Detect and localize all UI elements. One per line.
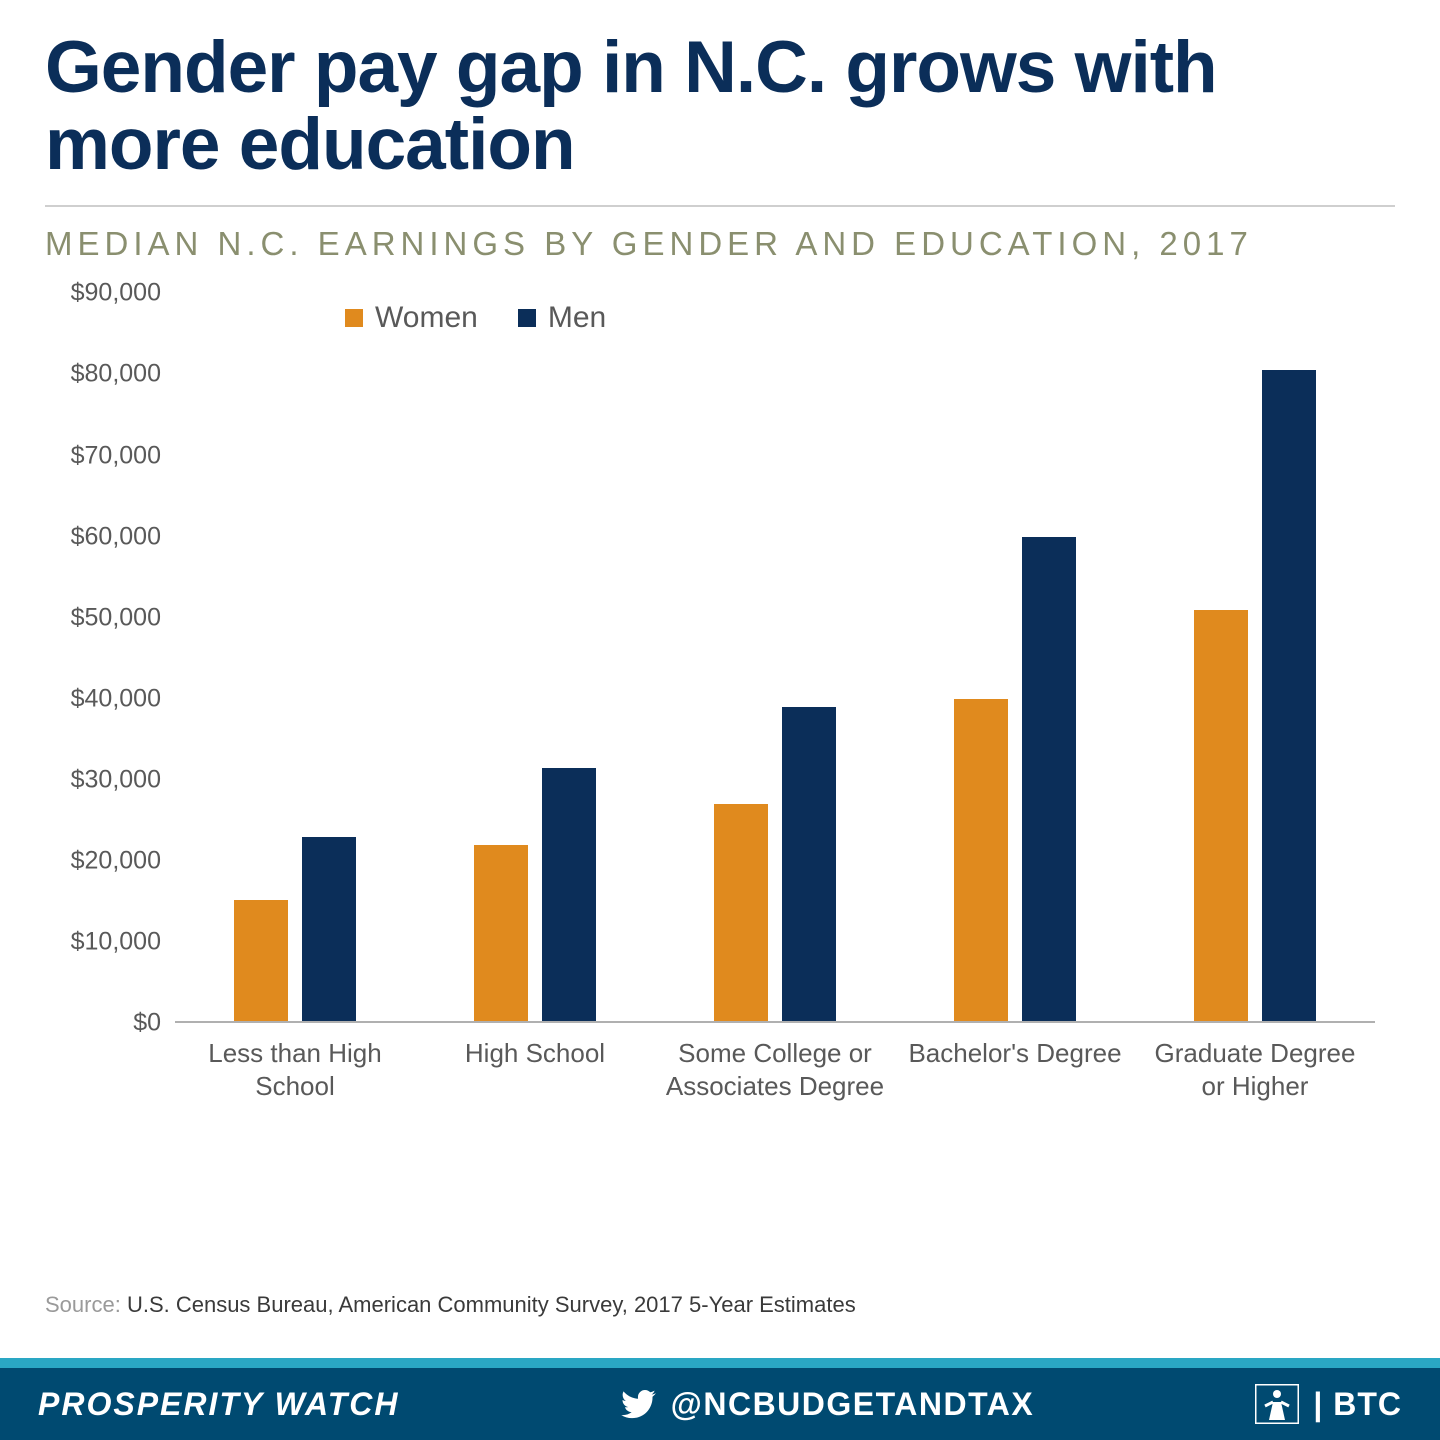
- y-tick-label: $10,000: [71, 928, 161, 957]
- legend-swatch: [345, 309, 363, 327]
- y-tick-label: $20,000: [71, 847, 161, 876]
- bar: [1194, 610, 1248, 1024]
- bar-group: [1135, 293, 1375, 1023]
- btc-logo-icon: [1255, 1384, 1299, 1424]
- x-tick-label: Some College or Associates Degree: [655, 1023, 895, 1102]
- bar-group: [895, 293, 1135, 1023]
- footer-bar: PROSPERITY WATCH @NCBUDGETANDTAX | BTC: [0, 1358, 1440, 1440]
- footer-brand: PROSPERITY WATCH: [38, 1386, 400, 1423]
- y-tick-label: $30,000: [71, 765, 161, 794]
- bar: [1022, 537, 1076, 1024]
- x-tick-label: Less than High School: [175, 1023, 415, 1102]
- x-tick-label: Bachelor's Degree: [895, 1023, 1135, 1102]
- bar: [302, 837, 356, 1024]
- source-line: Source: U.S. Census Bureau, American Com…: [45, 1292, 1395, 1318]
- y-tick-label: $60,000: [71, 522, 161, 551]
- bar: [1262, 370, 1316, 1023]
- y-tick-label: $80,000: [71, 360, 161, 389]
- footer-logo-text: | BTC: [1313, 1386, 1402, 1423]
- x-axis-labels: Less than High SchoolHigh SchoolSome Col…: [175, 1023, 1375, 1102]
- legend-item: Men: [518, 301, 606, 335]
- bar-chart: $0$10,000$20,000$30,000$40,000$50,000$60…: [55, 293, 1385, 1023]
- y-tick-label: $70,000: [71, 441, 161, 470]
- legend: Women Men: [345, 301, 606, 335]
- bar: [782, 707, 836, 1023]
- bar: [474, 845, 528, 1023]
- x-tick-label: High School: [415, 1023, 655, 1102]
- y-tick-label: $90,000: [71, 279, 161, 308]
- legend-swatch: [518, 309, 536, 327]
- chart-container: $0 $10,000 $20,000 $30,000 $40,000 $50,000 $60…: [55, 293, 1385, 1202]
- legend-item: Women: [345, 301, 478, 335]
- footer-handle: @NCBUDGETANDTAX: [621, 1386, 1035, 1423]
- bar-group: [655, 293, 895, 1023]
- bar: [542, 768, 596, 1024]
- bar-group: [175, 293, 415, 1023]
- y-tick-label: $50,000: [71, 603, 161, 632]
- twitter-icon: [621, 1386, 657, 1422]
- subtitle: MEDIAN N.C. EARNINGS BY GENDER AND EDUCA…: [45, 225, 1395, 263]
- y-tick-label: $0: [133, 1009, 161, 1038]
- bar-groups: [175, 293, 1375, 1023]
- bar: [234, 900, 288, 1023]
- plot-area: $0$10,000$20,000$30,000$40,000$50,000$60…: [175, 293, 1375, 1023]
- page-title: Gender pay gap in N.C. grows with more e…: [45, 30, 1395, 183]
- source-text: U.S. Census Bureau, American Community S…: [127, 1292, 856, 1317]
- bar: [714, 804, 768, 1023]
- legend-label: Women: [375, 301, 478, 335]
- divider: [45, 205, 1395, 207]
- x-tick-label: Graduate Degree or Higher: [1135, 1023, 1375, 1102]
- y-tick-label: $40,000: [71, 684, 161, 713]
- bar: [954, 699, 1008, 1023]
- source-prefix: Source:: [45, 1292, 127, 1317]
- footer-logo: | BTC: [1255, 1384, 1402, 1424]
- legend-label: Men: [548, 301, 606, 335]
- footer-handle-text: @NCBUDGETANDTAX: [671, 1386, 1035, 1423]
- bar-group: [415, 293, 655, 1023]
